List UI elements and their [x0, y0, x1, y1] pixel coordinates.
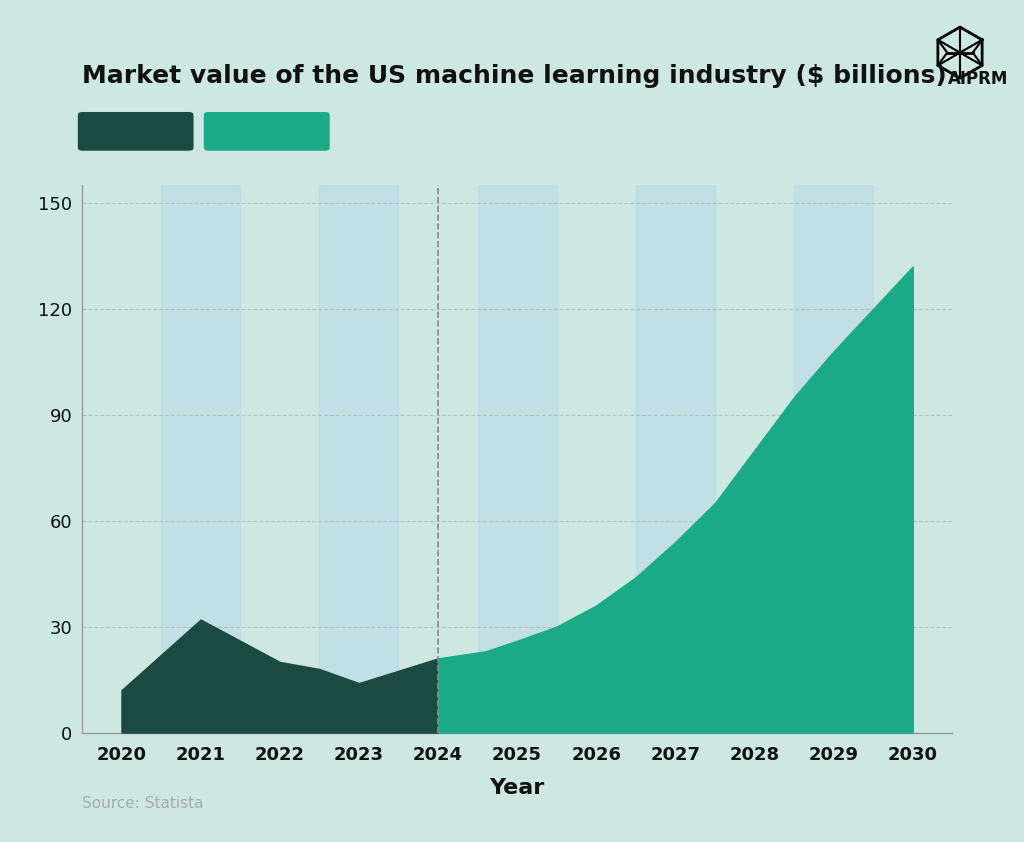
- X-axis label: Year: Year: [489, 778, 545, 797]
- Text: Source: Statista: Source: Statista: [82, 797, 204, 812]
- Bar: [794, 185, 873, 733]
- Bar: [319, 185, 398, 733]
- Bar: [636, 185, 715, 733]
- Text: Market value of the US machine learning industry ($ billions): Market value of the US machine learning …: [82, 64, 946, 88]
- Bar: [161, 185, 241, 733]
- Text: AIPRM: AIPRM: [948, 71, 1008, 88]
- Text: Projected: Projected: [218, 122, 315, 141]
- Bar: [477, 185, 557, 733]
- Text: Current: Current: [97, 122, 174, 141]
